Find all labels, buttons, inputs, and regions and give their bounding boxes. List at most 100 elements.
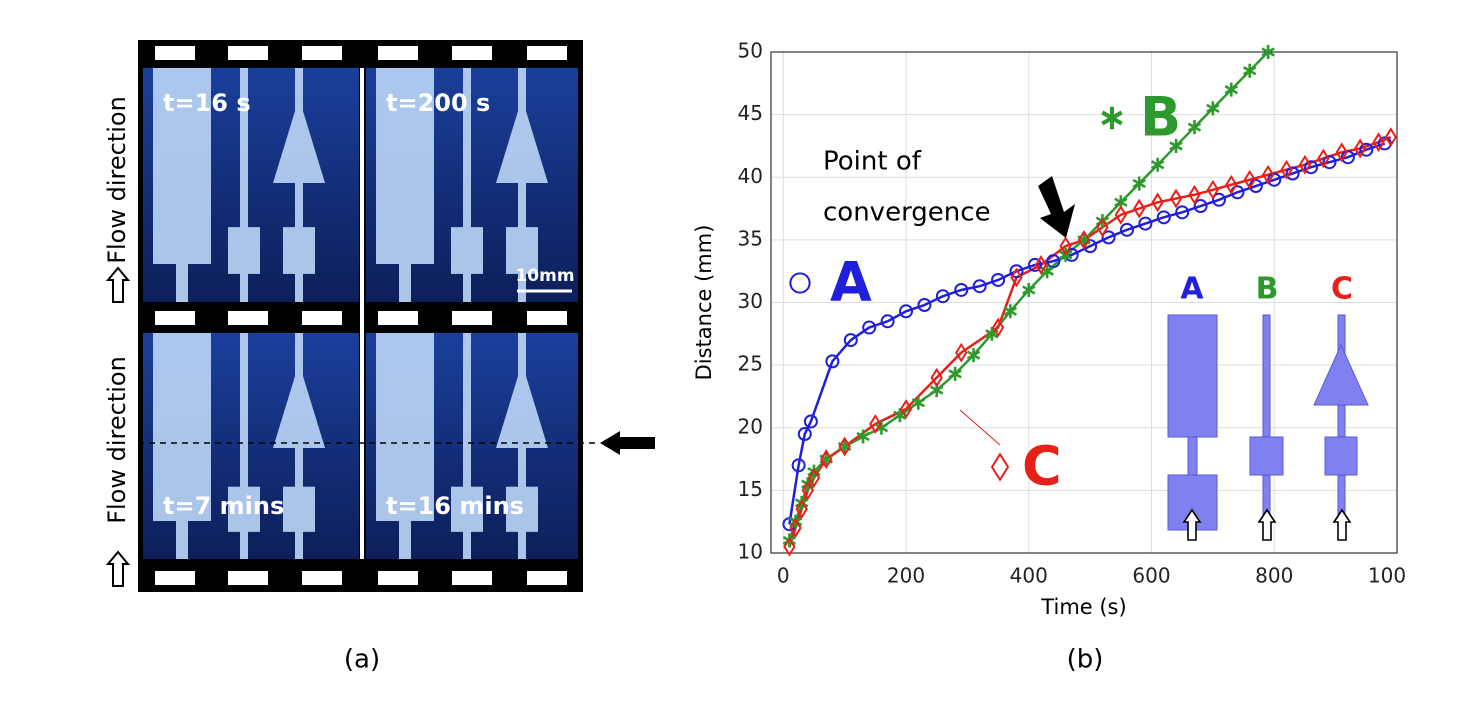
marker bbox=[955, 342, 968, 363]
marker bbox=[1009, 264, 1024, 279]
inset-arrow bbox=[1332, 508, 1352, 541]
marker bbox=[1077, 229, 1091, 250]
series-label: C bbox=[990, 435, 1062, 498]
channel bbox=[283, 486, 315, 532]
y-tick-label: 30 bbox=[738, 289, 763, 313]
film-hole bbox=[302, 571, 342, 585]
frame-label: t=16 mins bbox=[386, 492, 524, 520]
marker bbox=[869, 414, 882, 434]
x-tick-label: 400 bbox=[1010, 564, 1048, 588]
channel bbox=[463, 333, 471, 559]
channel bbox=[273, 98, 325, 183]
film-hole bbox=[452, 571, 492, 585]
film-hole bbox=[452, 311, 492, 325]
marker bbox=[911, 395, 926, 410]
channel bbox=[228, 227, 260, 274]
series-name: B bbox=[1140, 86, 1181, 149]
film-hole bbox=[155, 311, 195, 325]
caption: (b) bbox=[1067, 645, 1104, 675]
marker bbox=[1188, 184, 1201, 205]
x-tick-label: 600 bbox=[1132, 564, 1170, 588]
marker bbox=[990, 452, 1010, 482]
film-hole bbox=[228, 311, 268, 325]
flow-label: Flow direction bbox=[103, 96, 131, 264]
marker bbox=[1010, 267, 1023, 288]
marker bbox=[789, 518, 802, 538]
marker bbox=[991, 272, 1006, 287]
marker bbox=[1335, 142, 1348, 163]
marker bbox=[838, 436, 851, 457]
marker bbox=[783, 536, 796, 557]
marker bbox=[1132, 176, 1146, 191]
marker bbox=[1243, 169, 1256, 190]
marker bbox=[1119, 222, 1134, 237]
leader-line bbox=[959, 409, 1001, 446]
marker bbox=[1175, 205, 1190, 220]
marker bbox=[820, 449, 833, 469]
marker bbox=[1384, 127, 1398, 148]
channel bbox=[496, 363, 548, 448]
channel bbox=[376, 333, 434, 521]
film-hole bbox=[155, 571, 195, 585]
y-tick-label: 40 bbox=[738, 164, 763, 188]
marker bbox=[1151, 192, 1164, 213]
marker bbox=[1169, 138, 1183, 153]
marker bbox=[1317, 148, 1330, 169]
channel bbox=[518, 68, 526, 302]
channel bbox=[506, 486, 538, 532]
inset-label: A bbox=[1180, 272, 1204, 307]
channel bbox=[451, 227, 483, 274]
channel bbox=[399, 519, 411, 559]
marker bbox=[972, 279, 987, 294]
inset-shape bbox=[1313, 343, 1369, 406]
channel bbox=[399, 262, 411, 302]
x-tick-label: 200 bbox=[887, 564, 925, 588]
inset-arrow bbox=[1257, 508, 1277, 541]
inset-shape bbox=[1324, 436, 1358, 476]
marker bbox=[789, 272, 811, 294]
y-tick-label: 35 bbox=[738, 226, 763, 250]
inset-shape bbox=[1167, 314, 1218, 438]
film-hole bbox=[302, 46, 342, 60]
channel bbox=[240, 333, 248, 559]
inset: A B C bbox=[1167, 272, 1369, 541]
channel bbox=[376, 68, 434, 264]
marker bbox=[843, 333, 858, 348]
marker bbox=[1034, 255, 1048, 275]
marker bbox=[954, 282, 969, 297]
marker bbox=[1156, 210, 1171, 225]
marker bbox=[807, 467, 821, 488]
marker bbox=[1138, 216, 1153, 231]
y-tick-label: 20 bbox=[738, 414, 763, 438]
channels bbox=[376, 333, 548, 559]
marker bbox=[803, 414, 818, 429]
film-hole bbox=[228, 46, 268, 60]
inset-shape bbox=[1187, 436, 1198, 476]
marker bbox=[1322, 155, 1337, 170]
y-tick-label: 10 bbox=[738, 540, 763, 564]
series-name: C bbox=[1022, 435, 1062, 498]
channels bbox=[153, 333, 325, 559]
y-tick-label: 50 bbox=[738, 39, 763, 63]
inset-shape bbox=[1249, 436, 1284, 476]
marker bbox=[1101, 230, 1116, 245]
caption: (a) bbox=[344, 645, 380, 675]
marker bbox=[1359, 142, 1374, 157]
marker bbox=[930, 367, 943, 388]
marker bbox=[1212, 192, 1227, 207]
marker bbox=[1225, 174, 1238, 195]
x-tick-label: 0 bbox=[777, 564, 790, 588]
inset-shape bbox=[1262, 314, 1271, 531]
marker bbox=[862, 320, 877, 335]
series-name: A bbox=[830, 251, 872, 314]
series-label: B bbox=[1101, 86, 1181, 149]
film-hole bbox=[378, 571, 418, 585]
marker bbox=[1304, 160, 1319, 175]
marker bbox=[1096, 217, 1109, 238]
marker bbox=[1114, 204, 1128, 225]
y-tick-label: 15 bbox=[738, 477, 763, 501]
series-label: A bbox=[789, 251, 872, 314]
channel bbox=[451, 486, 483, 532]
marker bbox=[1206, 179, 1220, 200]
annotation: convergence bbox=[823, 198, 991, 228]
